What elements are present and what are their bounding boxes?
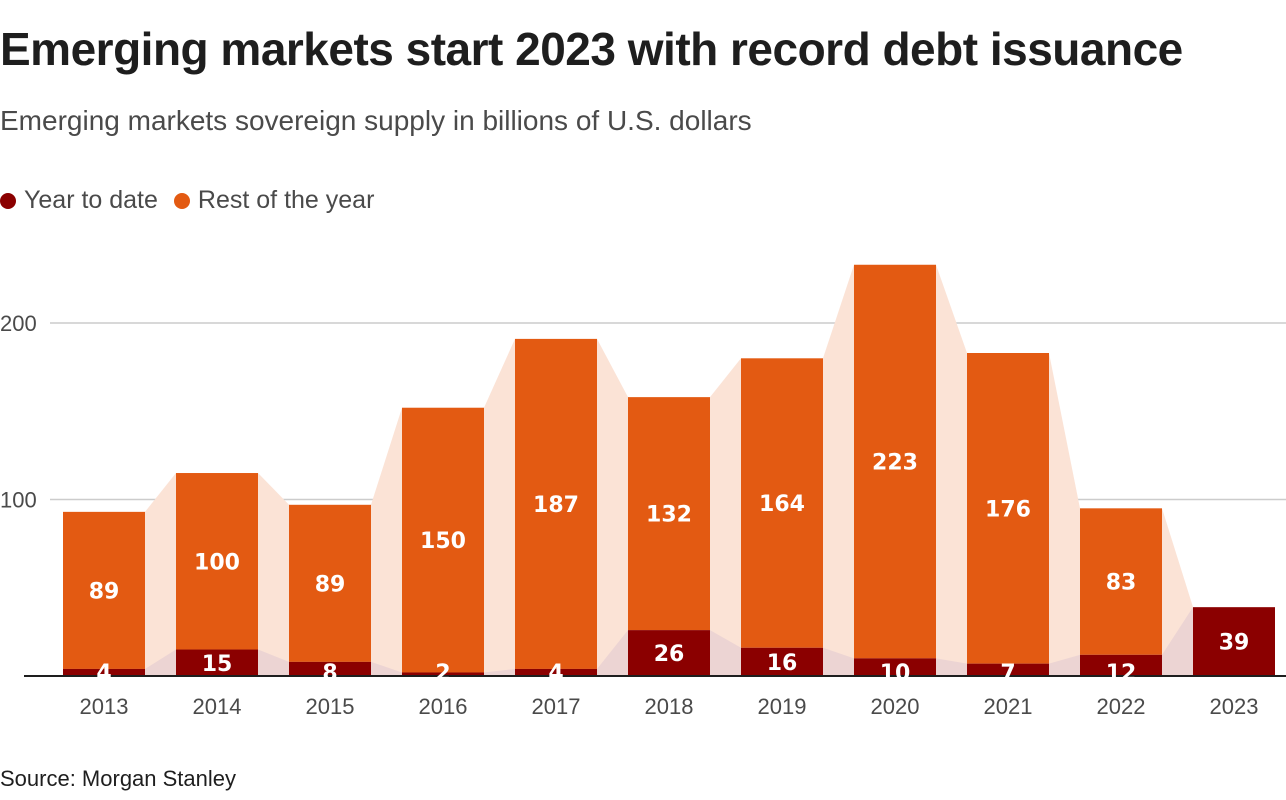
x-tick-label: 2016 bbox=[419, 694, 468, 719]
bar-year-to-date bbox=[289, 661, 371, 676]
data-label-rest-of-year: 89 bbox=[89, 579, 120, 604]
data-label-year-to-date: 10 bbox=[880, 661, 911, 686]
connector-band-ytd bbox=[823, 647, 854, 676]
bar-year-to-date bbox=[628, 630, 710, 676]
bar-year-to-date bbox=[176, 649, 258, 676]
connector-band-ytd bbox=[1162, 607, 1193, 676]
x-tick-label: 2021 bbox=[984, 694, 1033, 719]
connector-band-ytd bbox=[597, 630, 628, 676]
chart-subtitle: Emerging markets sovereign supply in bil… bbox=[0, 105, 752, 136]
data-label-year-to-date: 8 bbox=[322, 661, 337, 686]
connector-band bbox=[145, 473, 176, 676]
bar-rest-of-year bbox=[741, 358, 823, 648]
data-label-rest-of-year: 223 bbox=[872, 451, 918, 476]
y-tick-label: 200 bbox=[0, 311, 37, 336]
legend-label-rest-of-year: Rest of the year bbox=[197, 186, 375, 214]
x-tick-label: 2015 bbox=[306, 694, 355, 719]
source-note: Source: Morgan Stanley bbox=[0, 766, 237, 791]
bar-rest-of-year bbox=[289, 504, 371, 662]
data-label-rest-of-year: 176 bbox=[985, 497, 1031, 522]
bar-rest-of-year bbox=[515, 338, 597, 669]
data-label-rest-of-year: 164 bbox=[759, 492, 805, 517]
data-label-year-to-date: 16 bbox=[767, 651, 798, 676]
x-tick-label: 2014 bbox=[193, 694, 242, 719]
legend-dot-icon bbox=[173, 192, 190, 209]
data-label-rest-of-year: 83 bbox=[1106, 571, 1137, 596]
data-label-rest-of-year: 89 bbox=[315, 572, 346, 597]
legend-dot-icon bbox=[0, 192, 16, 209]
chart-title: Emerging markets start 2023 with record … bbox=[0, 23, 1183, 75]
connector-band bbox=[823, 264, 854, 676]
data-label-rest-of-year: 100 bbox=[194, 550, 240, 575]
bar-year-to-date bbox=[515, 668, 597, 676]
connector-band-ytd bbox=[1049, 654, 1080, 676]
connector-band-ytd bbox=[710, 630, 741, 676]
data-label-year-to-date: 39 bbox=[1219, 631, 1250, 656]
data-label-rest-of-year: 150 bbox=[420, 529, 466, 554]
bar-rest-of-year bbox=[63, 511, 145, 669]
bar-year-to-date bbox=[1080, 654, 1162, 676]
connector-band-ytd bbox=[145, 649, 176, 676]
bar-rest-of-year bbox=[854, 264, 936, 659]
connector-band bbox=[710, 358, 741, 676]
bar-year-to-date bbox=[741, 647, 823, 676]
data-label-year-to-date: 12 bbox=[1106, 661, 1137, 686]
x-tick-label: 2020 bbox=[871, 694, 920, 719]
data-label-year-to-date: 7 bbox=[1000, 661, 1015, 686]
connector-band bbox=[597, 338, 628, 676]
connector-band-ytd bbox=[258, 649, 289, 676]
bar-chart: 100 200 89 4 2013 100 15 2014 89 8 2015 150 2 2016 187… bbox=[0, 264, 1286, 719]
bar-rest-of-year bbox=[176, 473, 258, 650]
data-label-year-to-date: 15 bbox=[202, 652, 233, 677]
legend-item-rest-of-year: Rest of the year bbox=[173, 186, 375, 215]
legend: Year to date Rest of the year bbox=[0, 186, 390, 215]
bar-rest-of-year bbox=[628, 397, 710, 631]
x-tick-label: 2023 bbox=[1210, 694, 1259, 719]
data-label-year-to-date: 2 bbox=[435, 661, 450, 686]
x-tick-label: 2018 bbox=[645, 694, 694, 719]
bar-year-to-date bbox=[967, 663, 1049, 676]
data-label-year-to-date: 4 bbox=[96, 661, 111, 686]
connector-band bbox=[484, 338, 515, 676]
legend-label-year-to-date: Year to date bbox=[24, 186, 158, 214]
legend-item-year-to-date: Year to date bbox=[0, 186, 158, 215]
bar-rest-of-year bbox=[967, 353, 1049, 664]
data-label-year-to-date: 4 bbox=[548, 661, 563, 686]
connector-band-ytd bbox=[484, 668, 515, 676]
connector-band bbox=[371, 407, 402, 676]
connector-band bbox=[258, 473, 289, 676]
bar-year-to-date bbox=[63, 668, 145, 676]
data-label-rest-of-year: 187 bbox=[533, 493, 579, 518]
bar-year-to-date bbox=[854, 658, 936, 676]
x-tick-label: 2017 bbox=[532, 694, 581, 719]
bar-year-to-date bbox=[1193, 607, 1275, 676]
data-label-rest-of-year: 132 bbox=[646, 503, 692, 528]
x-tick-label: 2013 bbox=[80, 694, 129, 719]
connector-band bbox=[936, 264, 967, 676]
connector-band-ytd bbox=[936, 658, 967, 676]
bar-rest-of-year bbox=[1080, 508, 1162, 655]
y-tick-label: 100 bbox=[0, 488, 37, 513]
connector-band bbox=[1049, 353, 1080, 676]
bar-year-to-date bbox=[402, 672, 484, 676]
x-tick-label: 2019 bbox=[758, 694, 807, 719]
x-tick-label: 2022 bbox=[1097, 694, 1146, 719]
bar-rest-of-year bbox=[402, 407, 484, 673]
connector-band-ytd bbox=[371, 661, 402, 676]
data-label-year-to-date: 26 bbox=[654, 642, 685, 667]
